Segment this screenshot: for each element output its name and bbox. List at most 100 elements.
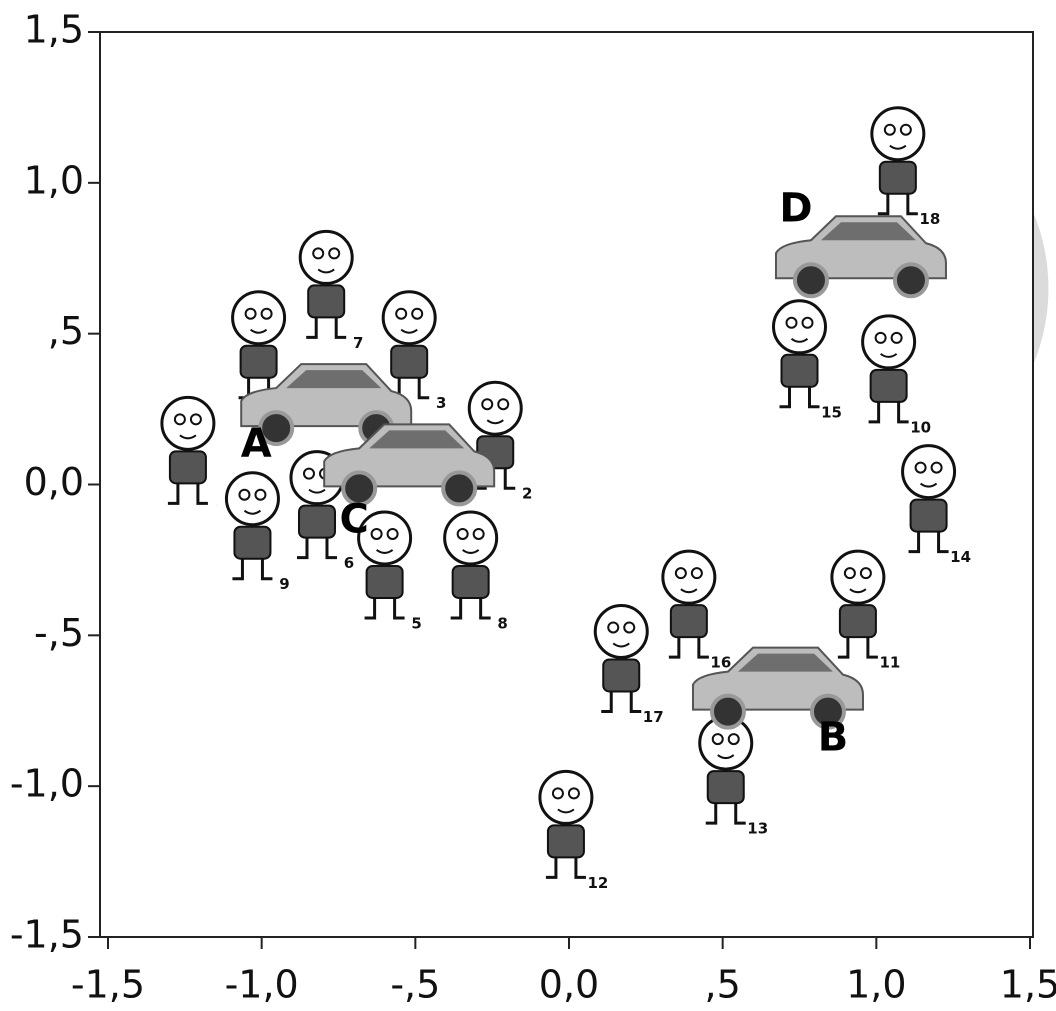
person-body xyxy=(838,604,877,639)
person-head xyxy=(298,229,354,285)
person-label: 12 xyxy=(587,874,608,892)
car-marker xyxy=(691,646,864,730)
person-label: 8 xyxy=(497,614,507,632)
person-eye xyxy=(386,527,399,540)
person-head xyxy=(467,380,523,436)
person-label: 14 xyxy=(950,548,971,566)
car-window xyxy=(286,370,382,389)
person-marker xyxy=(861,99,934,224)
person-mouth xyxy=(919,482,938,488)
car-wheel xyxy=(709,693,746,730)
person-eye xyxy=(238,488,251,501)
person-mouth xyxy=(376,549,394,554)
person-head xyxy=(160,395,216,451)
person-body xyxy=(546,824,585,859)
y-tick-label: ,5 xyxy=(48,309,84,353)
person-marker xyxy=(348,503,421,628)
person-mouth xyxy=(486,419,504,425)
person-body xyxy=(297,504,336,539)
person-eye xyxy=(914,461,927,474)
person-body xyxy=(239,344,278,379)
person-legs xyxy=(868,401,909,424)
person-marker xyxy=(763,292,836,417)
car-wheel xyxy=(258,410,295,447)
person-label: 2 xyxy=(522,485,532,503)
x-tick-label: -1,5 xyxy=(71,963,145,1007)
person-mouth xyxy=(849,588,867,594)
person-eye xyxy=(930,461,943,474)
person-legs xyxy=(837,637,878,659)
person-body xyxy=(878,160,917,195)
person-marker xyxy=(585,597,658,722)
person-legs xyxy=(779,386,820,409)
person-label: 5 xyxy=(411,614,421,632)
person-body xyxy=(602,658,641,693)
person-label: 11 xyxy=(879,654,900,672)
person-marker xyxy=(689,709,762,834)
person-legs xyxy=(668,637,709,659)
x-tick-label: -,5 xyxy=(390,963,440,1007)
person-mouth xyxy=(680,588,698,594)
car-wheel xyxy=(341,470,378,507)
person-body xyxy=(780,353,819,388)
person-eye xyxy=(785,316,798,329)
person-body xyxy=(451,564,490,599)
person-body xyxy=(909,498,948,533)
person-eye xyxy=(551,787,564,800)
person-eye xyxy=(456,527,469,540)
person-eye xyxy=(302,467,315,480)
person-mouth xyxy=(717,754,735,760)
person-mouth xyxy=(400,328,418,334)
person-eye xyxy=(899,123,912,136)
person-head xyxy=(231,290,287,346)
person-mouth xyxy=(243,509,262,515)
brand-label: C xyxy=(340,496,369,542)
x-tick-label: 1,0 xyxy=(846,963,906,1007)
person-marker xyxy=(892,437,965,562)
person-label: 9 xyxy=(279,575,289,593)
person-head xyxy=(224,471,280,527)
person-eye xyxy=(173,413,186,426)
person-legs xyxy=(296,537,337,560)
y-tick-label: -,5 xyxy=(34,611,84,655)
person-legs xyxy=(601,691,642,713)
brand-label: D xyxy=(779,185,812,231)
person-mouth xyxy=(790,337,809,343)
person-legs xyxy=(232,558,273,581)
person-legs xyxy=(705,803,746,825)
person-eye xyxy=(567,787,580,800)
person-head xyxy=(443,510,499,566)
car-window xyxy=(737,653,833,672)
person-legs xyxy=(306,317,347,339)
person-eye xyxy=(497,398,510,411)
person-label: 15 xyxy=(821,403,842,421)
person-head xyxy=(772,299,827,355)
y-tick-label: 1,0 xyxy=(24,158,84,202)
person-head xyxy=(870,106,926,162)
person-eye xyxy=(859,567,872,580)
person-eye xyxy=(727,733,740,746)
person-label: 16 xyxy=(710,654,731,672)
person-body xyxy=(168,450,207,485)
person-eye xyxy=(254,488,267,501)
person-eye xyxy=(623,621,636,634)
person-legs xyxy=(364,597,405,620)
person-head xyxy=(901,444,957,500)
person-head xyxy=(381,290,437,346)
person-eye xyxy=(395,307,408,320)
car-wheel xyxy=(809,693,846,730)
x-tick-label: ,5 xyxy=(705,963,741,1007)
y-tick-label: -1,5 xyxy=(10,913,84,957)
person-label: 6 xyxy=(344,554,354,572)
person-mouth xyxy=(880,353,898,358)
car-marker xyxy=(774,215,947,299)
person-label: 17 xyxy=(643,708,664,726)
person-body xyxy=(365,564,404,599)
person-head xyxy=(861,314,917,370)
person-eye xyxy=(260,307,273,320)
person-eye xyxy=(312,247,325,260)
person-body xyxy=(706,770,745,805)
person-marker xyxy=(434,503,507,628)
person-mouth xyxy=(612,642,630,648)
person-marker xyxy=(290,223,363,348)
